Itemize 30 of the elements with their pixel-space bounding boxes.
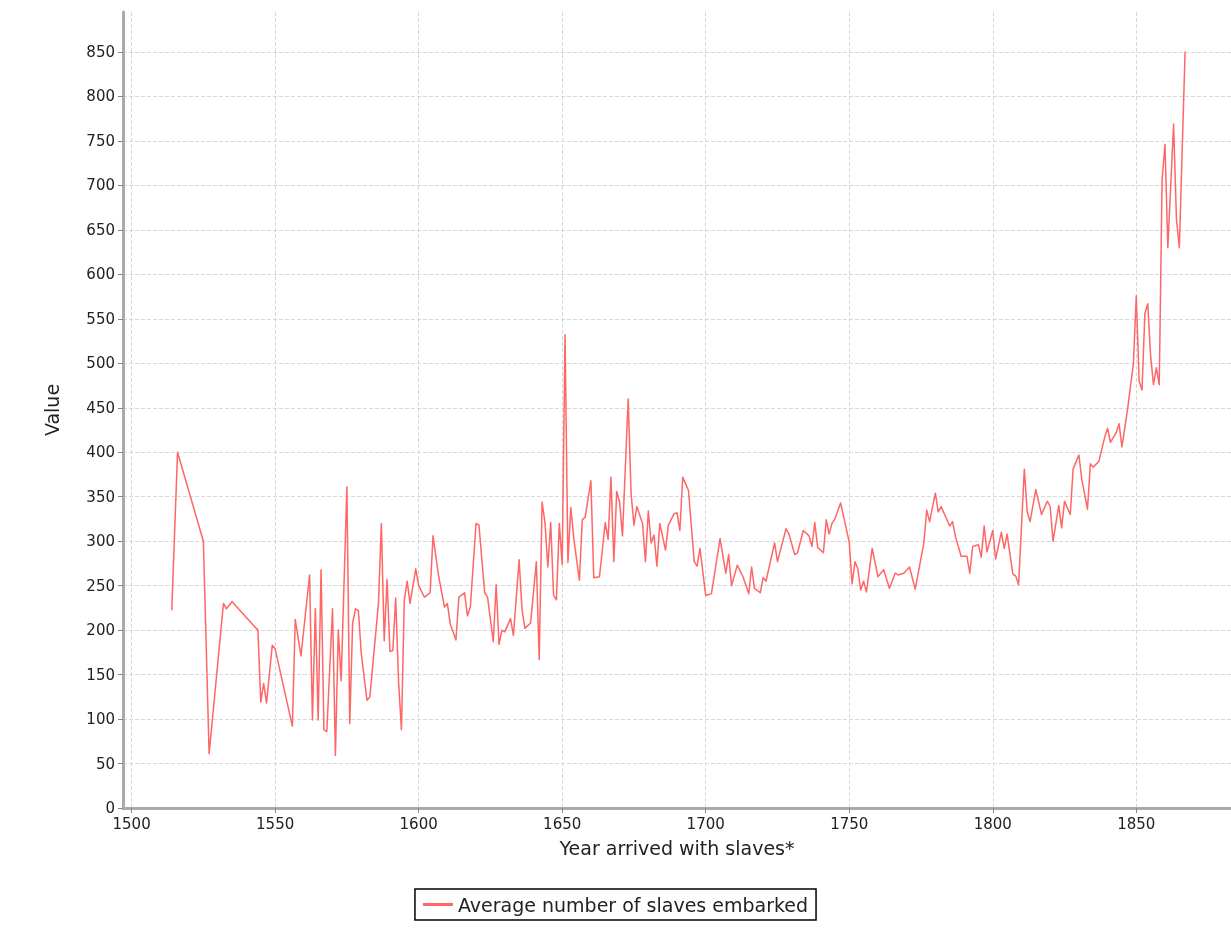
- x-tick-label: 1850: [1117, 814, 1156, 833]
- y-tick-label: 650: [86, 220, 115, 239]
- y-tick-label: 100: [86, 710, 115, 729]
- x-tick-label: 1750: [830, 814, 869, 833]
- legend-label: Average number of slaves embarked: [457, 893, 809, 916]
- x-tick-label: 1550: [256, 814, 295, 833]
- y-axis-title: Value: [40, 383, 63, 437]
- y-tick-label: 0: [105, 799, 115, 817]
- y-tick-label: 350: [86, 487, 115, 506]
- y-tick-label: 300: [86, 532, 115, 551]
- x-tick-label: 1700: [686, 814, 725, 833]
- line-series: [171, 51, 1186, 757]
- x-tick-label: 1800: [973, 814, 1012, 833]
- y-tick-label: 200: [86, 621, 115, 640]
- y-tick-label: 750: [86, 131, 115, 150]
- x-tick-label: 1650: [543, 814, 582, 833]
- y-tick-label: 800: [86, 87, 115, 106]
- y-tick-label: 50: [95, 754, 115, 773]
- y-tick-label: 550: [86, 309, 115, 328]
- y-tick-label: 500: [86, 354, 115, 373]
- y-tick-label: 400: [86, 443, 115, 462]
- y-tick-label: 700: [86, 176, 115, 195]
- y-tick-label: 600: [86, 265, 115, 284]
- y-tick-label: 450: [86, 398, 115, 417]
- y-tick-label: 150: [86, 665, 115, 684]
- x-tick-label: 1500: [112, 814, 151, 833]
- y-tick-label: 850: [86, 43, 115, 62]
- x-axis-title: Year arrived with slaves*: [558, 836, 795, 859]
- x-tick-label: 1600: [399, 814, 438, 833]
- y-tick-label: 250: [86, 576, 115, 595]
